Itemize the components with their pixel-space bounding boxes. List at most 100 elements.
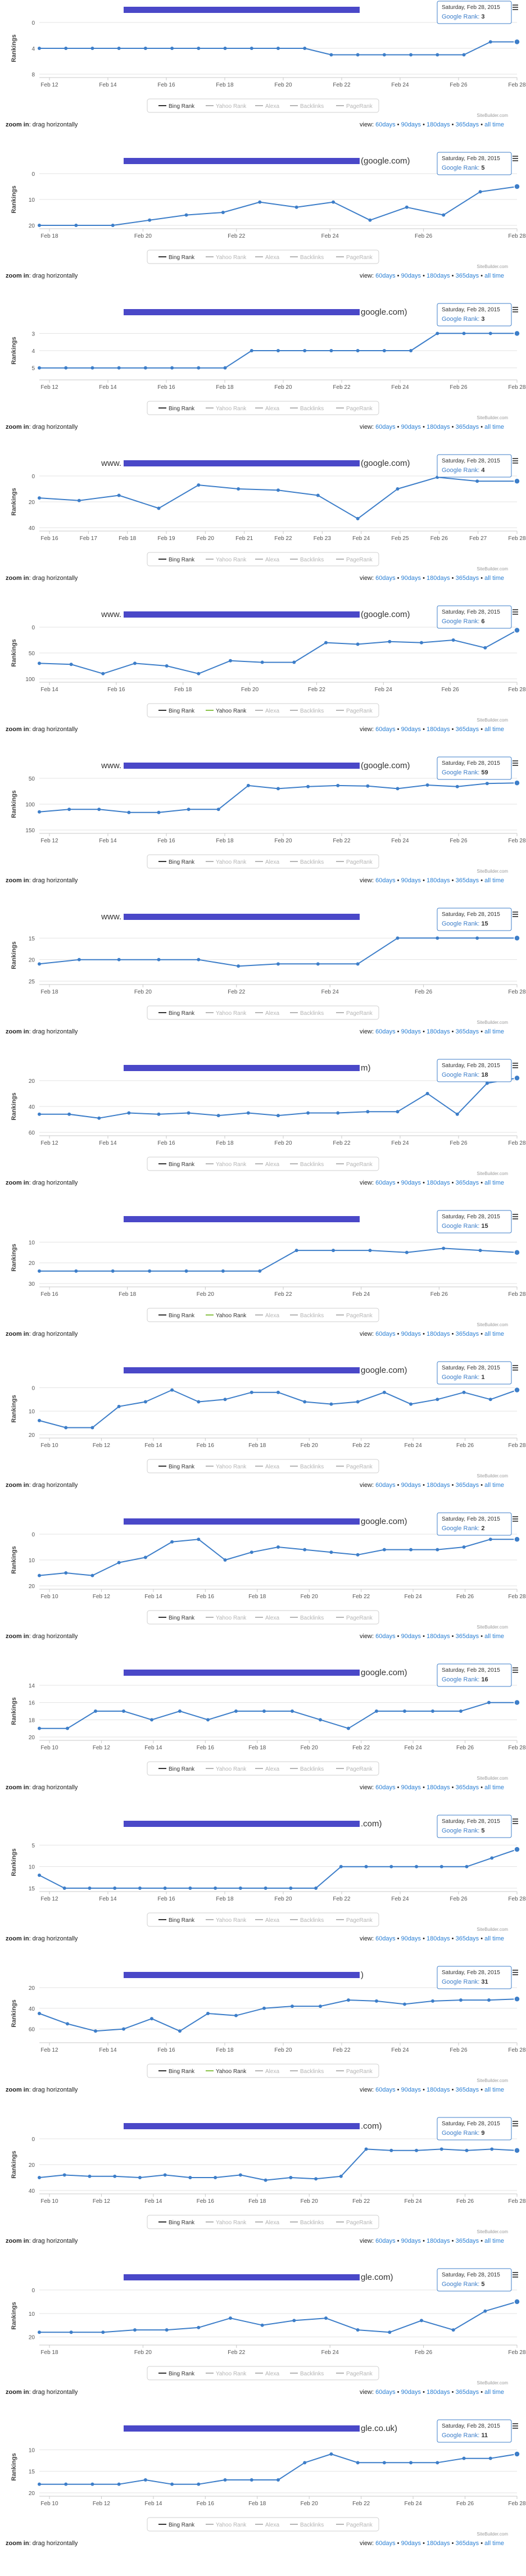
- legend-item[interactable]: PageRank: [346, 103, 373, 110]
- data-point[interactable]: [246, 1111, 250, 1115]
- rank-chart-14[interactable]: ) 20 40 60 Rankings Feb 12 Feb 14 Feb 16 Feb 18 F…: [0, 1965, 526, 2116]
- data-point[interactable]: [488, 2456, 492, 2460]
- legend-item[interactable]: Bing Rank: [169, 1313, 195, 1319]
- view-option-90days[interactable]: 90days: [401, 424, 421, 430]
- data-point[interactable]: [514, 330, 520, 337]
- view-option-180days[interactable]: 180days: [427, 2087, 450, 2093]
- legend-item[interactable]: Yahoo Rank: [216, 708, 247, 714]
- data-point[interactable]: [415, 1865, 419, 1868]
- rank-chart-1[interactable]: 0 4 8 Rankings Feb 12 Feb 14 Feb 16 Feb 18 Feb 2…: [0, 0, 526, 151]
- data-point[interactable]: [478, 1249, 482, 1253]
- legend-item[interactable]: Bing Rank: [169, 1162, 195, 1168]
- view-option-60days[interactable]: 60days: [375, 1331, 396, 1337]
- data-point[interactable]: [94, 2029, 97, 2033]
- legend[interactable]: Bing Rank Yahoo Rank Alexa Backlinks PageRan…: [147, 1761, 379, 1776]
- legend-item[interactable]: Backlinks: [300, 1010, 324, 1017]
- data-point[interactable]: [292, 660, 296, 664]
- legend[interactable]: Bing Rank Yahoo Rank Alexa Backlinks PageRan…: [147, 98, 379, 113]
- data-point[interactable]: [133, 2328, 137, 2332]
- data-point[interactable]: [214, 1886, 217, 1890]
- data-point[interactable]: [197, 2325, 201, 2329]
- data-point[interactable]: [216, 808, 220, 811]
- data-point[interactable]: [117, 493, 121, 497]
- legend-item[interactable]: Alexa: [265, 2069, 279, 2075]
- data-point[interactable]: [197, 672, 201, 675]
- data-point[interactable]: [38, 1726, 41, 1730]
- view-option-60days[interactable]: 60days: [375, 424, 396, 430]
- data-point[interactable]: [356, 53, 360, 57]
- legend-item[interactable]: Alexa: [265, 1010, 279, 1017]
- data-point[interactable]: [122, 1709, 125, 1713]
- data-point[interactable]: [90, 1426, 94, 1430]
- legend-item[interactable]: Alexa: [265, 2522, 279, 2528]
- data-point[interactable]: [223, 366, 227, 370]
- data-point[interactable]: [366, 784, 370, 788]
- data-point[interactable]: [157, 958, 161, 962]
- rank-chart-svg[interactable]: 10 20 30 Rankings Feb 16 Feb 18 Feb 20 Feb 22 Fe…: [0, 1209, 526, 1327]
- data-point[interactable]: [250, 1390, 253, 1394]
- view-option-60days[interactable]: 60days: [375, 1028, 396, 1035]
- data-point[interactable]: [250, 1550, 253, 1554]
- legend-item[interactable]: Backlinks: [300, 1313, 324, 1319]
- data-point[interactable]: [38, 2176, 41, 2179]
- data-point[interactable]: [237, 487, 241, 491]
- legend-item[interactable]: Alexa: [265, 557, 279, 563]
- data-point[interactable]: [396, 936, 400, 940]
- data-point[interactable]: [62, 2173, 66, 2177]
- data-point[interactable]: [382, 53, 386, 57]
- data-point[interactable]: [396, 1110, 400, 1114]
- data-point[interactable]: [117, 2482, 121, 2486]
- data-point[interactable]: [38, 1573, 41, 1577]
- view-option-365days[interactable]: 365days: [455, 2540, 479, 2547]
- view-option-180days[interactable]: 180days: [427, 726, 450, 733]
- data-point[interactable]: [389, 2148, 393, 2152]
- data-point[interactable]: [38, 810, 41, 814]
- legend[interactable]: Bing Rank Yahoo Rank Alexa Backlinks PageRan…: [147, 1459, 379, 1473]
- view-option-all-time[interactable]: all time: [484, 2087, 504, 2093]
- chart-menu-icon[interactable]: [513, 2423, 518, 2429]
- data-point[interactable]: [306, 784, 310, 788]
- data-point[interactable]: [238, 2173, 242, 2177]
- chart-menu-icon[interactable]: [513, 156, 518, 161]
- data-point[interactable]: [150, 1718, 153, 1722]
- data-point[interactable]: [38, 2330, 41, 2334]
- data-point[interactable]: [197, 958, 201, 962]
- legend-item[interactable]: Yahoo Rank: [216, 2069, 247, 2075]
- data-point[interactable]: [197, 366, 201, 370]
- data-point[interactable]: [436, 2461, 439, 2465]
- view-option-180days[interactable]: 180days: [427, 1784, 450, 1791]
- data-point[interactable]: [405, 1250, 409, 1254]
- legend-item[interactable]: Alexa: [265, 1917, 279, 1924]
- view-option-365days[interactable]: 365days: [455, 726, 479, 733]
- data-point[interactable]: [319, 1718, 322, 1722]
- legend-item[interactable]: Backlinks: [300, 2522, 324, 2528]
- data-point[interactable]: [38, 224, 41, 227]
- view-option-90days[interactable]: 90days: [401, 2087, 421, 2093]
- legend-item[interactable]: Bing Rank: [169, 103, 195, 110]
- data-point[interactable]: [292, 2319, 296, 2323]
- data-point[interactable]: [276, 2478, 280, 2482]
- view-option-365days[interactable]: 365days: [455, 1633, 479, 1640]
- data-point[interactable]: [356, 962, 360, 966]
- view-option-90days[interactable]: 90days: [401, 1180, 421, 1186]
- legend-item[interactable]: Yahoo Rank: [216, 255, 247, 261]
- data-point[interactable]: [389, 1865, 393, 1868]
- legend-item[interactable]: PageRank: [346, 1162, 373, 1168]
- rank-chart-svg[interactable]: www. (google.com) 0 20 40 Rankings Feb 16 Feb 1…: [0, 453, 526, 572]
- rank-chart-7[interactable]: www. 15 20 25 Rankings Feb 18 Feb 20 Feb 22 Feb …: [0, 907, 526, 1058]
- data-point[interactable]: [264, 1886, 267, 1890]
- view-option-90days[interactable]: 90days: [401, 2540, 421, 2547]
- data-point[interactable]: [94, 1709, 97, 1713]
- data-point[interactable]: [415, 2148, 419, 2152]
- view-option-365days[interactable]: 365days: [455, 1331, 479, 1337]
- legend-item[interactable]: Yahoo Rank: [216, 103, 247, 110]
- view-option-60days[interactable]: 60days: [375, 2389, 396, 2396]
- data-point[interactable]: [223, 1558, 227, 1562]
- view-option-180days[interactable]: 180days: [427, 1180, 450, 1186]
- data-point[interactable]: [258, 200, 262, 204]
- data-point[interactable]: [170, 366, 174, 370]
- view-option-180days[interactable]: 180days: [427, 2389, 450, 2396]
- view-option-180days[interactable]: 180days: [427, 273, 450, 279]
- data-point[interactable]: [197, 1538, 201, 1541]
- data-point[interactable]: [74, 224, 78, 227]
